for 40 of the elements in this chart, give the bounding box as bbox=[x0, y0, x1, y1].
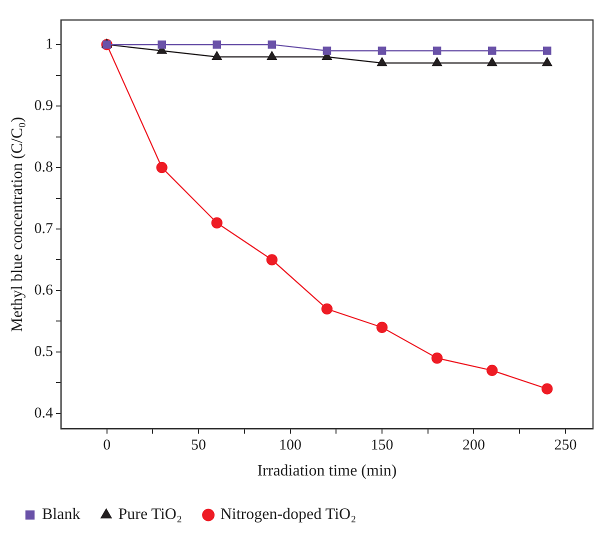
legend-label: Nitrogen-doped TiO₂ bbox=[220, 506, 356, 524]
y-tick-label: 0.7 bbox=[34, 220, 54, 237]
x-tick-label: 0 bbox=[103, 438, 111, 454]
y-tick-label: 0.4 bbox=[34, 405, 54, 422]
point bbox=[486, 364, 498, 376]
point bbox=[322, 46, 332, 55]
point bbox=[432, 57, 442, 66]
x-axis-title: Irradiation time (min) bbox=[257, 462, 397, 480]
point bbox=[377, 57, 387, 66]
point bbox=[378, 46, 386, 55]
point bbox=[542, 57, 552, 66]
y-tick-label: 0.6 bbox=[34, 282, 54, 298]
y-tick-label: 0.8 bbox=[34, 159, 53, 176]
y-tick-label: 0.9 bbox=[34, 98, 53, 114]
x-tick-label: 250 bbox=[554, 438, 577, 454]
point bbox=[376, 322, 388, 333]
legend-label: Blank bbox=[42, 506, 80, 524]
y-tick-label: 1 bbox=[45, 36, 53, 53]
x-tick-label: 150 bbox=[370, 438, 394, 454]
point bbox=[488, 46, 496, 55]
point bbox=[432, 46, 442, 55]
point bbox=[267, 51, 277, 60]
point bbox=[212, 51, 222, 60]
x-tick-label: 50 bbox=[191, 438, 206, 454]
point bbox=[211, 217, 222, 228]
point bbox=[431, 352, 443, 364]
y-axis-title: Methyl blue concentration (C/C₀) bbox=[8, 116, 26, 332]
legend-label: Pure TiO₂ bbox=[118, 506, 182, 524]
point bbox=[487, 57, 498, 66]
point bbox=[268, 40, 276, 49]
point bbox=[543, 46, 552, 55]
x-tick-label: 200 bbox=[462, 438, 485, 454]
y-tick-label: 0.5 bbox=[34, 344, 53, 360]
point bbox=[158, 40, 166, 49]
point bbox=[542, 383, 553, 394]
point bbox=[321, 303, 333, 315]
point bbox=[156, 162, 168, 174]
point bbox=[266, 254, 278, 266]
point bbox=[212, 40, 222, 49]
x-tick-label: 100 bbox=[279, 438, 302, 454]
